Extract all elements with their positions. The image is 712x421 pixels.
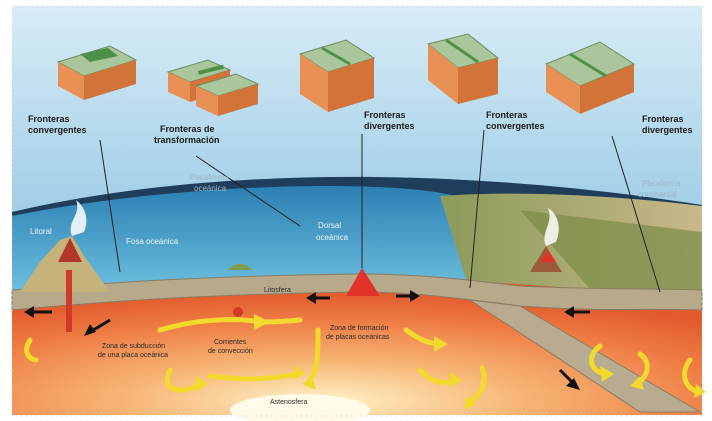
- plate-motion-arrows: [24, 290, 590, 390]
- label-formation-zone: Zona de formación de placas oceánicas: [326, 325, 390, 341]
- frame: [11, 5, 703, 417]
- label-subduction-zone: Zona de subducción de una placa oceánica: [98, 343, 168, 359]
- block-divergent-center: [298, 39, 376, 112]
- right-magma: [540, 250, 556, 262]
- subducting-slab: [469, 299, 702, 413]
- label-convection: Corrientes de convección: [208, 339, 253, 355]
- hot-core: [230, 394, 370, 421]
- label-convergent-right: Fronteras convergentes: [486, 110, 545, 131]
- label-left-margin: Litoral: [30, 227, 52, 236]
- left-steam: [70, 200, 87, 236]
- left-volcano: [58, 238, 82, 262]
- label-asthenosphere: Astenosfera: [270, 399, 307, 406]
- block-transform: [166, 59, 260, 116]
- label-transform: Fronteras de transformación: [154, 124, 220, 145]
- block-divergent-right: [544, 41, 636, 114]
- convection-arrowheads: [196, 314, 706, 410]
- left-magma: [66, 270, 72, 332]
- block-convergent-left: [56, 45, 138, 100]
- right-steam: [544, 208, 559, 246]
- mid-magma: [233, 307, 243, 317]
- pointer-lines: [99, 129, 661, 293]
- left-island: [20, 236, 110, 292]
- label-divergent-center: Fronteras divergentes: [364, 110, 415, 131]
- continental-ridge: [520, 210, 702, 300]
- label-convergent-left: Fronteras convergentes: [28, 114, 87, 135]
- ocean: [12, 185, 475, 292]
- block-convergent-right: [426, 33, 500, 104]
- ridge-magma: [346, 268, 380, 296]
- label-oceanic-plateau: Plataforma oceánica: [190, 173, 231, 193]
- label-ridge: Dorsal oceánica: [316, 221, 349, 242]
- label-continental-plateau: Plataforma continental: [638, 179, 683, 199]
- label-lithosphere: Litosfera: [264, 287, 291, 294]
- mid-island: [228, 264, 252, 270]
- label-divergent-right: Fronteras divergentes: [642, 114, 693, 135]
- label-trench: Fosa oceánica: [126, 237, 179, 246]
